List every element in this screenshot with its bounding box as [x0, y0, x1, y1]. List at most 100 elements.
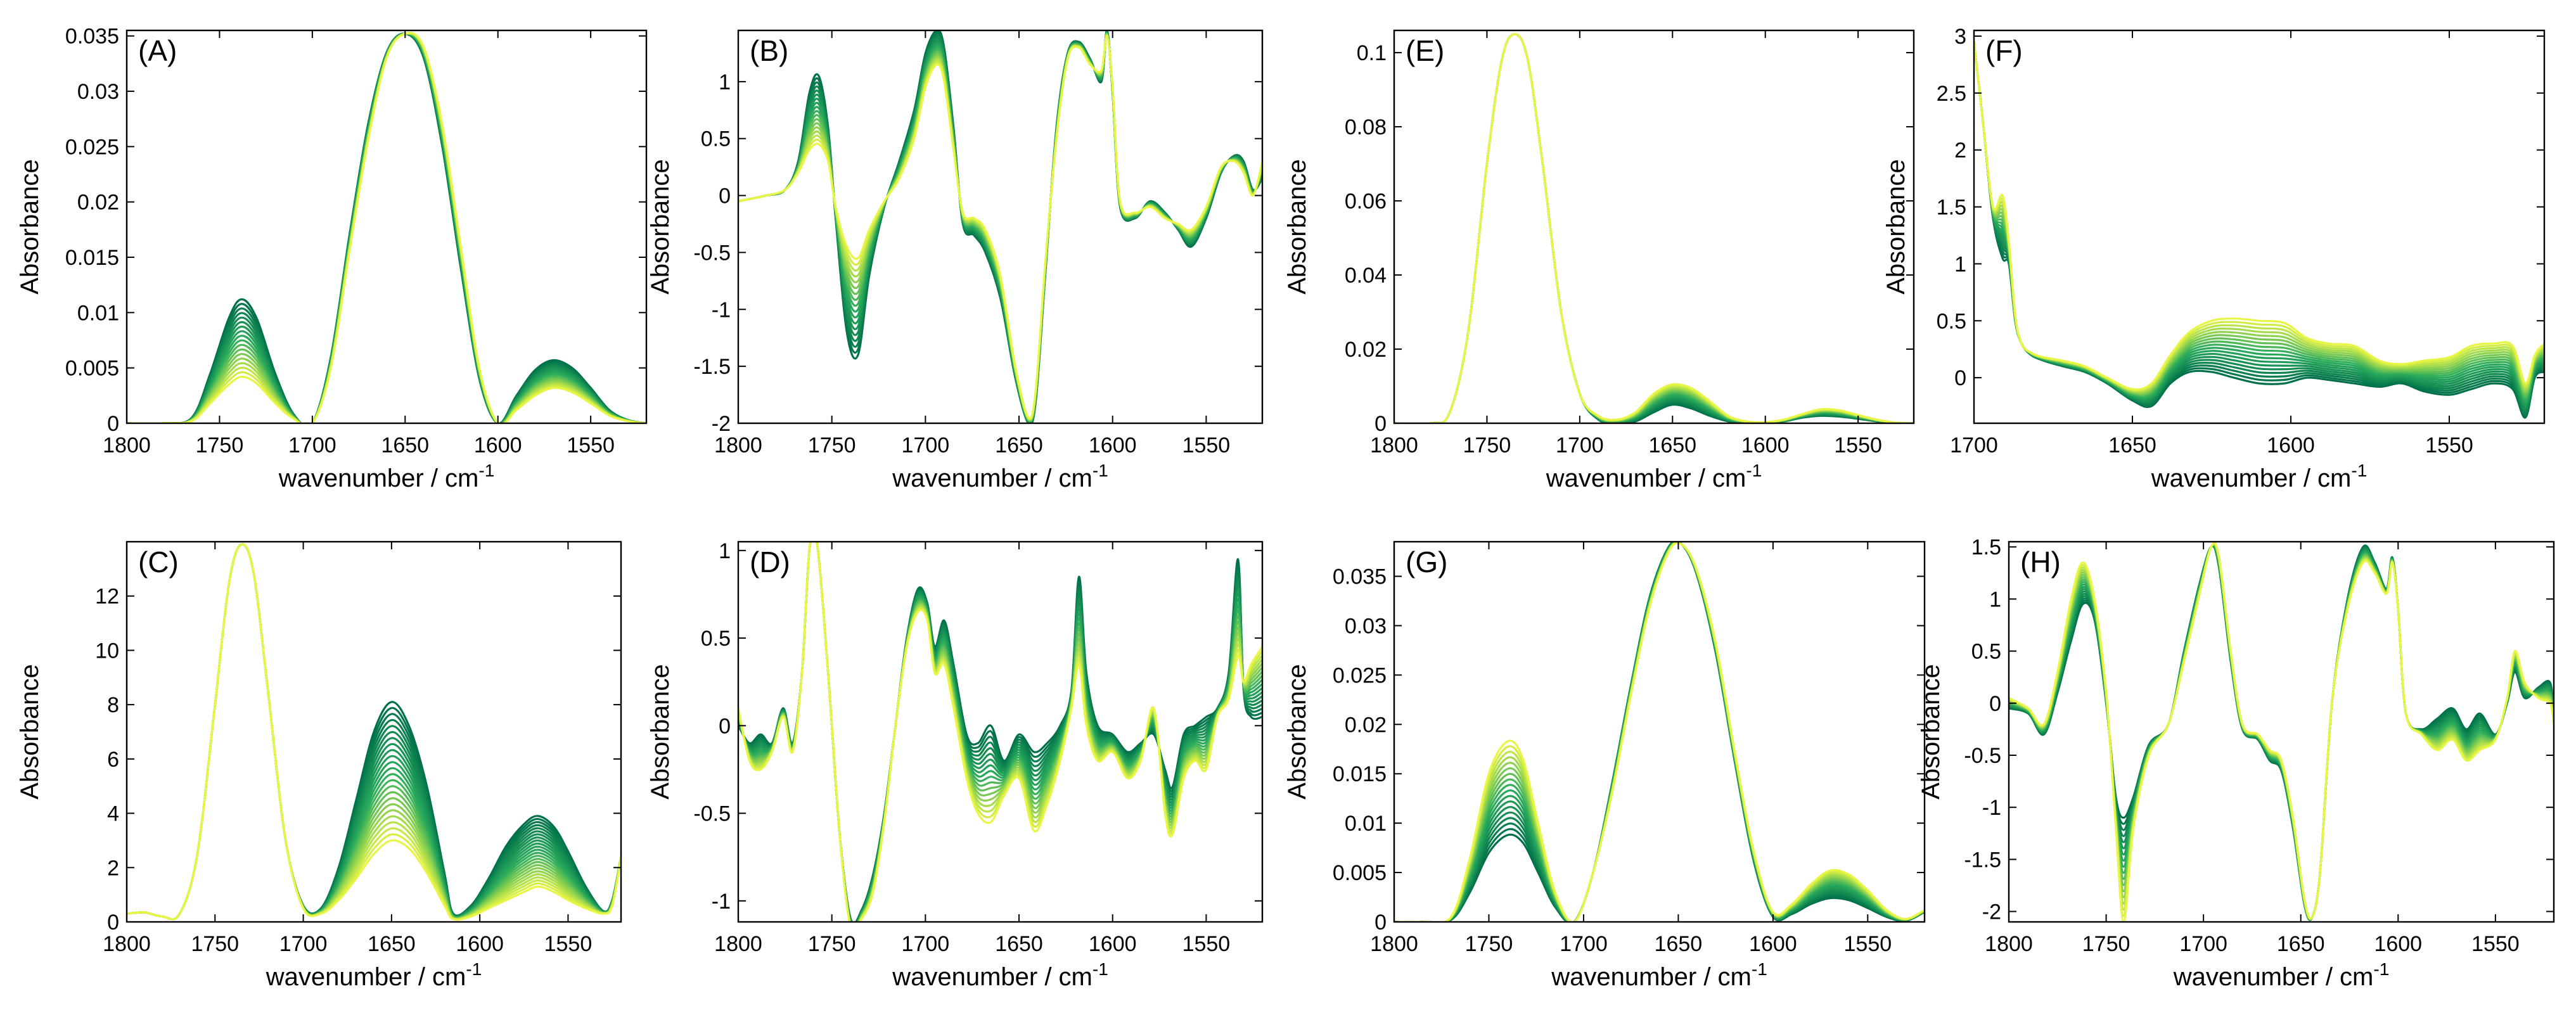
panel-letter: (E) [1406, 34, 1444, 67]
y-tick-label: 0 [107, 412, 119, 436]
spectrum-line [1394, 33, 1914, 423]
series-group [127, 543, 621, 921]
series-group [1974, 41, 2544, 419]
panel-letter: (D) [750, 546, 790, 578]
y-tick-label: -1 [712, 298, 731, 322]
y-tick-label: -0.5 [1964, 744, 2001, 768]
y-tick-label: 0 [1375, 412, 1387, 436]
x-axis-label-main: wavenumber / cm [278, 464, 479, 492]
spectrum-line [2009, 542, 2554, 922]
y-tick-label: 0.02 [1345, 713, 1387, 737]
spectrum-line [1974, 41, 2544, 395]
panel-letter: (F) [1985, 34, 2023, 67]
panel-d: 1800 1750 1700 1650 1600 1550 -1 -0.5 0 0.5 1 waven… [646, 539, 1264, 991]
spectrum-line [1394, 33, 1914, 423]
y-axis-label: Absorbance [646, 664, 674, 799]
panel-f: 1700 1650 1600 1550 0 0.5 1 1.5 2 2.5 3 wavenumber … [1882, 25, 2546, 492]
y-tick-label: 8 [107, 693, 119, 717]
x-tick-label: 1550 [1182, 433, 1231, 457]
panel-letter: (A) [138, 34, 177, 67]
x-axis-label: wavenumber / cm-1 [2151, 461, 2368, 492]
x-axis-label-main: wavenumber / cm [1551, 963, 1752, 991]
spectrum-line [738, 542, 1262, 922]
x-axis-label-superscript: -1 [1746, 461, 1762, 480]
spectrum-line [738, 542, 1262, 922]
y-tick-label: 0.06 [1345, 189, 1387, 214]
x-axis-label: wavenumber / cm-1 [2173, 959, 2390, 991]
y-tick-label: 0.03 [1345, 614, 1387, 638]
spectrum-line [1974, 41, 2544, 397]
x-axis-label-main: wavenumber / cm [2151, 464, 2352, 492]
panel-letter: (H) [2020, 546, 2061, 578]
x-tick-label: 1650 [381, 433, 429, 457]
x-tick-label: 1600 [1741, 433, 1790, 457]
panel-a: 1800 1750 1700 1650 1600 1550 0 0.005 0.01 0.015 0… [16, 25, 648, 492]
spectrum-line [1394, 33, 1914, 423]
x-axis-label-main: wavenumber / cm [1546, 464, 1746, 492]
y-tick-label: 0.5 [1937, 309, 1966, 333]
y-tick-label: 1 [1954, 252, 1966, 276]
series-group [738, 30, 1262, 423]
spectrum-line [1394, 33, 1914, 423]
series-group [1394, 542, 1925, 922]
spectrum-line [738, 542, 1262, 922]
x-tick-label: 1550 [567, 433, 615, 457]
y-tick-label: -1 [712, 890, 731, 914]
x-tick-label: 1550 [2425, 433, 2473, 457]
x-tick-label: 1700 [279, 932, 328, 956]
y-tick-label: 2 [107, 856, 119, 880]
y-tick-label: 0.1 [1357, 41, 1387, 65]
spectrum-line [1974, 41, 2544, 399]
spectrum-line [127, 32, 646, 423]
x-tick-label: 1650 [995, 433, 1043, 457]
x-tick-label: 1650 [1648, 433, 1696, 457]
spectrum-line [738, 35, 1262, 420]
y-tick-label: 0.5 [1971, 640, 2001, 664]
x-tick-label: 1550 [1844, 932, 1892, 956]
y-tick-label: 0.015 [65, 246, 119, 270]
spectrum-line [1974, 41, 2544, 392]
y-tick-label: 0.04 [1345, 264, 1387, 288]
spectrum-line [738, 542, 1262, 922]
x-tick-label: 1600 [2267, 433, 2315, 457]
spectrum-line [1394, 542, 1925, 922]
y-axis-label: Absorbance [1882, 159, 1910, 294]
x-tick-label: 1750 [2082, 932, 2131, 956]
y-tick-label: 0.025 [65, 135, 119, 159]
x-tick-label: 1700 [902, 433, 950, 457]
series-group [1394, 33, 1914, 423]
y-tick-label: 1 [719, 70, 731, 94]
y-axis-label: Absorbance [1283, 664, 1311, 799]
x-tick-label: 1600 [2374, 932, 2422, 956]
axes-frame [737, 540, 1264, 923]
axes-frame [125, 29, 648, 425]
y-tick-label: 0.005 [1333, 861, 1387, 885]
x-tick-label: 1600 [1089, 433, 1137, 457]
y-tick-label: 0 [1375, 910, 1387, 935]
spectrum-line [1394, 33, 1914, 423]
panel-letter: (C) [138, 546, 179, 578]
axes-frame [1973, 29, 2546, 425]
y-tick-label: -1.5 [693, 355, 731, 379]
x-axis-label-superscript: -1 [2373, 959, 2389, 979]
x-tick-label: 1550 [1182, 932, 1231, 956]
x-axis-label-main: wavenumber / cm [892, 963, 1093, 991]
spectrum-line [127, 543, 621, 921]
x-tick-label: 1750 [1463, 433, 1511, 457]
panel-c: 1800 1750 1700 1650 1600 1550 0 2 4 6 8 10 12 wavenum… [16, 540, 622, 991]
panel-letter: (B) [750, 34, 788, 67]
x-tick-label: 1650 [368, 932, 416, 956]
y-tick-label: 0 [107, 910, 119, 935]
axes-frame [125, 540, 622, 923]
spectrum-line [1394, 33, 1914, 423]
spectrum-line [1394, 33, 1914, 423]
y-tick-label: 0.02 [1345, 338, 1387, 362]
panel-b: 1800 1750 1700 1650 1600 1550 -2 -1.5 -1 -0.5 0 0.5… [646, 29, 1264, 492]
y-tick-label: 0.015 [1333, 762, 1387, 786]
x-tick-label: 1550 [2471, 932, 2520, 956]
x-tick-label: 1800 [1985, 932, 2033, 956]
x-axis-label-superscript: -1 [1752, 959, 1767, 979]
x-tick-label: 1750 [191, 932, 239, 956]
x-tick-label: 1650 [2277, 932, 2325, 956]
